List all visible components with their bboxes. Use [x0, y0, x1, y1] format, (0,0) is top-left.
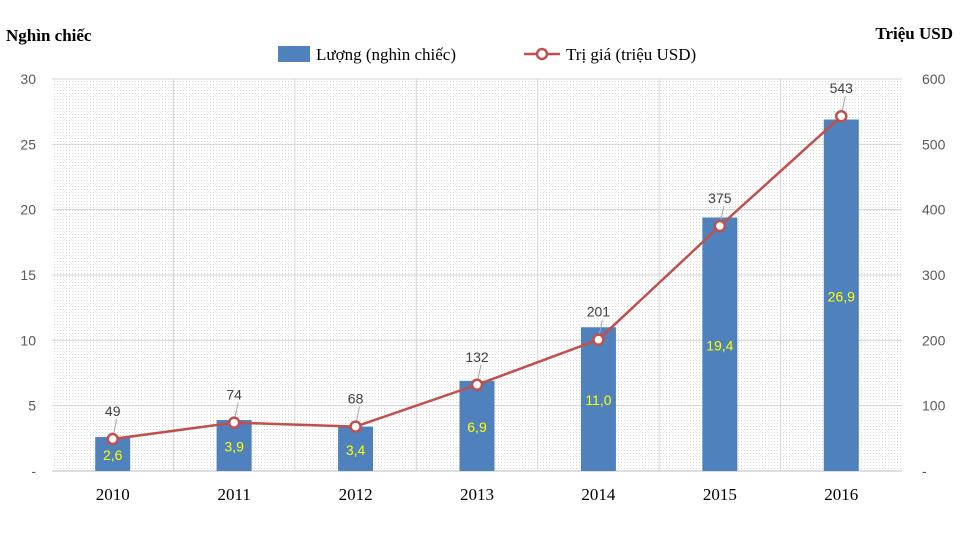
x-axis: 2010 2011 2012 2013 2014 2015 2016	[96, 485, 859, 504]
right-tick-label: 200	[922, 332, 946, 348]
x-tick-label: 2013	[460, 485, 494, 504]
right-tick-label: 300	[922, 267, 946, 283]
legend-bar-label: Lượng (nghìn chiếc)	[316, 45, 456, 64]
legend-bar-swatch	[278, 46, 310, 62]
right-tick-label: -	[922, 463, 927, 479]
bar	[338, 426, 374, 471]
line-data-label: 375	[708, 190, 732, 206]
right-tick-label: 500	[922, 136, 946, 152]
line-point	[106, 432, 119, 446]
right-tick-label: 600	[922, 71, 946, 87]
left-tick-label: 15	[20, 267, 36, 283]
right-tick-label: 100	[922, 398, 946, 414]
bar-data-label: 6,9	[467, 419, 487, 435]
left-axis-title: Nghìn chiếc	[6, 26, 92, 45]
line-data-label: 49	[105, 403, 121, 419]
right-axis: - 100 200 300 400 500 600	[922, 71, 946, 479]
line-point	[349, 420, 362, 433]
x-tick-label: 2016	[824, 485, 858, 504]
left-tick-label: 25	[20, 136, 36, 152]
line-point	[592, 333, 605, 346]
x-tick-label: 2011	[217, 485, 250, 504]
line-data-label: 74	[226, 387, 242, 403]
label-leader-line	[598, 319, 603, 334]
line-data-label: 543	[830, 80, 854, 96]
x-tick-label: 2010	[96, 485, 130, 504]
left-tick-label: -	[31, 463, 36, 479]
x-tick-label: 2012	[339, 485, 373, 504]
left-tick-label: 20	[20, 202, 36, 218]
line-data-label: 201	[587, 304, 611, 320]
bar	[580, 327, 616, 471]
right-axis-title: Triệu USD	[875, 24, 953, 43]
left-tick-label: 5	[28, 398, 36, 414]
legend: Lượng (nghìn chiếc) Trị giá (triệu USD)	[278, 45, 696, 64]
bar	[823, 119, 859, 472]
left-tick-label: 10	[20, 332, 36, 348]
bar-data-label: 2,6	[103, 447, 123, 463]
legend-line-label: Trị giá (triệu USD)	[566, 45, 696, 64]
bar-data-label: 26,9	[828, 288, 855, 304]
label-leader-line	[234, 402, 239, 417]
line-point	[713, 219, 727, 233]
label-leader-line	[113, 418, 118, 434]
legend-line-marker	[535, 47, 549, 61]
label-leader-line	[720, 205, 725, 221]
line-point	[470, 378, 484, 392]
label-leader-line	[477, 364, 482, 379]
bar-data-label: 3,9	[224, 439, 244, 455]
line-data-label: 132	[465, 349, 489, 365]
x-tick-label: 2015	[703, 485, 737, 504]
right-tick-label: 400	[922, 202, 946, 218]
bar	[702, 217, 738, 471]
label-leader-line	[841, 96, 846, 111]
line-data-label: 68	[348, 391, 364, 407]
line-point	[835, 109, 848, 123]
bar-data-label: 19,4	[706, 337, 733, 353]
gridlines	[52, 78, 902, 472]
bar-data-label: 3,4	[346, 442, 366, 458]
bar	[459, 380, 495, 471]
label-leader-line	[356, 406, 361, 421]
left-axis: - 5 10 15 20 25 30	[20, 71, 36, 479]
left-tick-label: 30	[20, 71, 36, 87]
x-tick-label: 2014	[581, 485, 616, 504]
bar-data-label: 11,0	[585, 392, 611, 408]
line-series: 49 74 68 132 201 375 543	[105, 80, 854, 446]
line-point	[227, 416, 241, 429]
